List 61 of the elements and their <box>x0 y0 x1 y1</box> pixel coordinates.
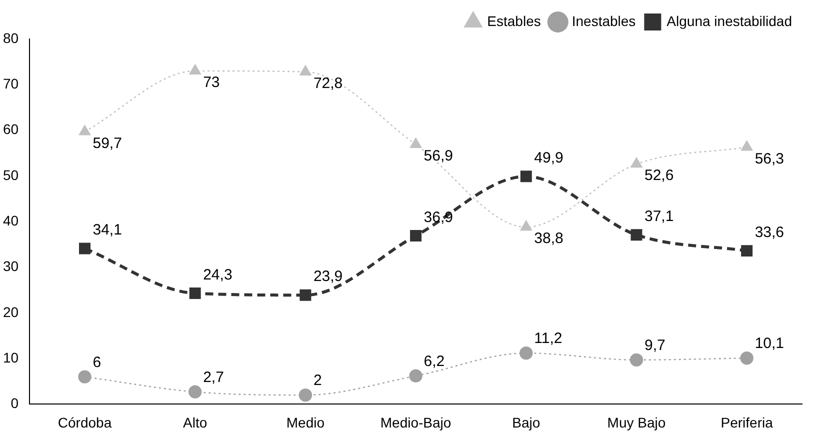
x-tick-label: Bajo <box>512 414 540 430</box>
point <box>520 170 532 182</box>
point <box>630 157 642 168</box>
data-label: 24,3 <box>203 266 232 284</box>
data-label: 2 <box>313 372 322 390</box>
point <box>630 353 644 367</box>
data-label: 49,9 <box>534 150 564 167</box>
data-label: 56,9 <box>424 148 453 165</box>
point <box>298 388 312 402</box>
y-tick-label: 30 <box>2 258 19 274</box>
point <box>520 346 533 360</box>
data-label: 6 <box>92 354 102 371</box>
point <box>189 64 201 75</box>
point <box>740 351 754 365</box>
data-label: 6,2 <box>424 353 445 370</box>
point <box>409 369 422 382</box>
legend-label: Inestables <box>572 12 636 29</box>
point <box>78 125 91 136</box>
y-tick-label: 10 <box>2 349 19 366</box>
x-tick-label: Alto <box>183 414 208 430</box>
data-label: 33,6 <box>754 224 784 241</box>
x-tick-label: Muy Bajo <box>607 414 666 430</box>
y-tick-label: 70 <box>2 76 19 92</box>
data-label: 73 <box>203 74 220 92</box>
data-label: 34,1 <box>92 222 122 239</box>
data-label: 23,9 <box>313 268 343 286</box>
point <box>741 245 753 257</box>
point <box>741 140 753 151</box>
legend-label: Alguna inestabilidad <box>666 12 792 29</box>
x-tick-label: Córdoba <box>58 414 112 430</box>
data-label: 11,2 <box>534 330 562 348</box>
point <box>78 370 92 384</box>
data-label: 59,7 <box>92 134 122 152</box>
point <box>630 229 642 241</box>
data-label: 52,6 <box>644 167 674 184</box>
point <box>410 230 422 242</box>
y-tick-label: 20 <box>2 304 19 320</box>
point <box>188 385 202 398</box>
y-tick-label: 60 <box>2 121 19 138</box>
point <box>300 65 312 76</box>
x-tick-label: Medio-Bajo <box>380 414 452 430</box>
data-label: 36,9 <box>424 208 453 226</box>
data-label: 10,1 <box>754 335 784 352</box>
point <box>520 220 532 231</box>
y-tick-label: 80 <box>2 30 19 46</box>
data-label: 9,7 <box>644 337 666 354</box>
x-tick-label: Periferia <box>720 414 774 430</box>
data-label: 37,1 <box>644 208 674 225</box>
point <box>300 289 312 301</box>
point <box>189 288 201 300</box>
y-tick-label: 0 <box>10 395 19 412</box>
y-tick-label: 50 <box>2 166 19 183</box>
data-label: 2,7 <box>203 369 224 386</box>
legend-label: Estables <box>487 12 541 29</box>
point <box>79 242 90 254</box>
data-label: 72,8 <box>313 75 343 92</box>
data-label: 38,8 <box>534 230 564 248</box>
point <box>410 138 422 148</box>
x-tick-label: Medio <box>286 414 325 430</box>
y-tick-label: 40 <box>2 212 19 228</box>
data-label: 56,3 <box>754 150 784 168</box>
